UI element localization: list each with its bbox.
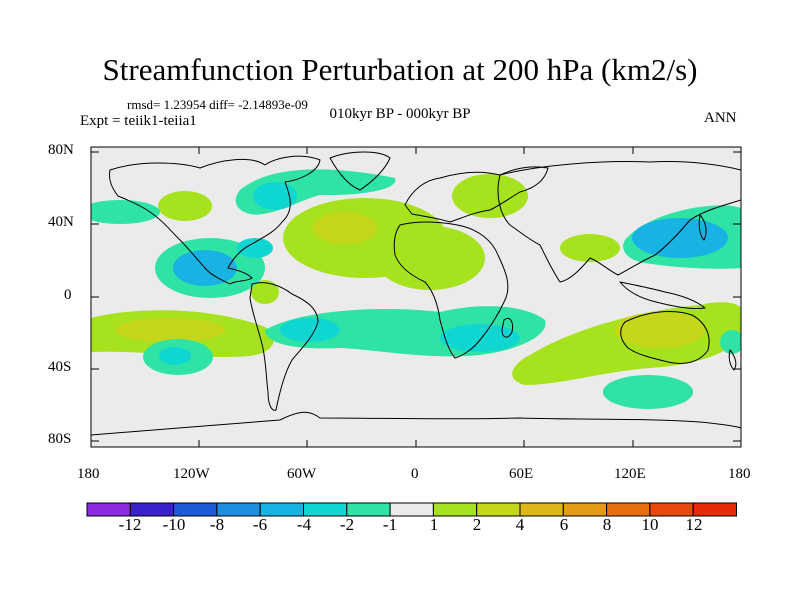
axis-ticks <box>91 147 741 447</box>
colorbar-boxes <box>86 502 738 517</box>
colorbar-box <box>562 502 608 517</box>
colorbar-label: -12 <box>118 515 142 534</box>
lat-label-80n: 80N <box>48 142 74 158</box>
colorbar-label: 8 <box>602 515 612 534</box>
field-negative-southern-ocean <box>603 375 693 409</box>
colorbar-label: -8 <box>209 515 225 534</box>
lon-label-0: 0 <box>411 466 419 482</box>
field-negative-east-pacific-south <box>720 330 741 354</box>
coast-new-zealand <box>728 349 737 371</box>
colorbar-label: 12 <box>685 515 703 534</box>
lat-label-40s: 40S <box>48 359 72 375</box>
map-title: Streamfunction Perturbation at 200 hPa (… <box>102 52 698 87</box>
lon-label-60w: 60W <box>287 466 317 482</box>
colorbar-label: -1 <box>382 515 398 534</box>
lon-label-180-west: 180 <box>77 466 100 482</box>
experiment-label: Expt = teiik1-teiia1 <box>80 113 197 129</box>
field-negative-north-pacific-west <box>91 200 160 224</box>
lon-label-180-east: 180 <box>728 466 751 482</box>
coast-europe <box>404 166 549 223</box>
field-positive-brazil <box>251 280 279 304</box>
colorbar-box <box>476 502 521 517</box>
season-label: ANN <box>704 110 737 126</box>
coast-asia <box>497 161 741 283</box>
colorbar-label: 6 <box>559 515 569 534</box>
period-label: 010kyr BP - 000kyr BP <box>329 106 471 122</box>
field-positive-south-pacific-core <box>115 318 225 342</box>
colorbar-label: 4 <box>515 515 525 534</box>
colorbar-label: 10 <box>641 515 659 534</box>
contour-fields <box>91 169 741 409</box>
lat-label-80s: 80S <box>48 431 72 447</box>
colorbar-label: -2 <box>339 515 355 534</box>
field-negative-south-africa-core <box>440 324 520 352</box>
colorbar-label: -10 <box>162 515 186 534</box>
colorbar-label: -4 <box>296 515 312 534</box>
colorbar-label: 2 <box>472 515 482 534</box>
field-negative-south-pacific-core <box>159 347 191 365</box>
field-positive-atlantic-core <box>313 212 377 244</box>
lon-label-120w: 120W <box>173 466 210 482</box>
field-negative-canada-core <box>253 182 297 210</box>
colorbar-label: 1 <box>429 515 439 534</box>
lat-label-40n: 40N <box>48 214 74 230</box>
coast-australia <box>620 310 710 364</box>
coast-japan <box>698 214 707 241</box>
colorbar-box <box>432 502 478 517</box>
field-positive-east-pacific <box>700 302 741 330</box>
field-negative-west-pacific-core <box>632 218 728 258</box>
coast-greenland <box>329 151 391 191</box>
field-negative-south-atlantic-core <box>280 318 340 342</box>
field-negative-caribbean <box>237 238 273 258</box>
coast-north-america <box>109 155 321 285</box>
lon-label-120e: 120E <box>614 466 646 482</box>
colorbar-label: -6 <box>252 515 268 534</box>
lon-label-60e: 60E <box>509 466 534 482</box>
field-positive-europe <box>452 174 528 218</box>
coast-southeast-asia <box>619 281 706 309</box>
field-positive-india <box>560 234 620 262</box>
colorbar-box <box>692 502 738 517</box>
coast-madagascar <box>501 317 513 338</box>
colorbar-box <box>519 502 564 517</box>
lat-label-0: 0 <box>64 287 72 303</box>
stats-text: rmsd= 1.23954 diff= -2.14893e-09 <box>127 97 308 112</box>
coast-africa <box>393 221 509 359</box>
coast-antarctica <box>91 411 741 436</box>
field-positive-australia-core <box>615 312 705 348</box>
field-positive-north-pacific <box>158 191 212 221</box>
coastlines <box>91 151 741 436</box>
field-positive-africa <box>375 226 485 290</box>
coast-south-america <box>249 282 319 411</box>
